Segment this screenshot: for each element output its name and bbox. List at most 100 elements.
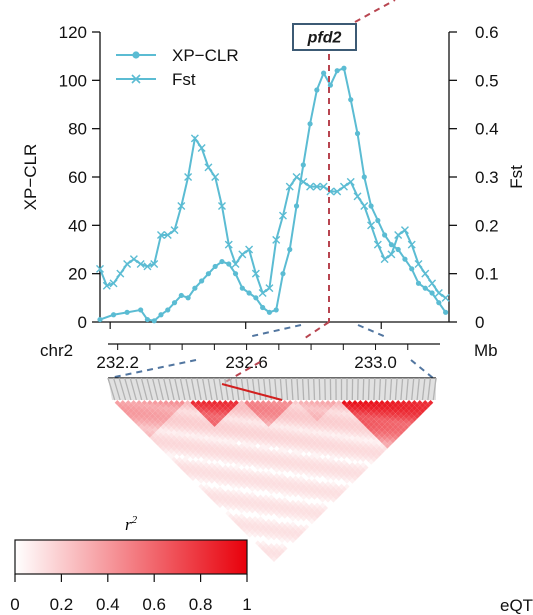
ld-cell <box>306 462 312 468</box>
ld-cell <box>238 497 245 503</box>
ld-cell <box>252 478 258 484</box>
fst-point <box>231 260 240 268</box>
ld-cell <box>203 489 210 495</box>
ld-cell <box>201 443 207 449</box>
ld-cell <box>306 489 312 495</box>
ld-cell <box>319 508 326 514</box>
ld-cell <box>260 508 266 514</box>
snp-map-band <box>108 378 436 400</box>
ld-cell <box>214 408 220 414</box>
ld-cell <box>206 410 212 417</box>
fst-point <box>387 250 396 259</box>
ld-cell <box>144 413 150 419</box>
ld-cell <box>184 443 191 449</box>
xpclr-point <box>97 316 103 323</box>
ld-cell <box>214 413 220 419</box>
ld-cell <box>279 543 285 549</box>
ld-cell <box>279 537 285 544</box>
ld-cell <box>301 516 307 522</box>
ld-cell <box>176 445 183 452</box>
ld-cell <box>211 437 218 444</box>
ld-cell <box>328 483 334 490</box>
ld-cell <box>187 445 193 452</box>
ld-cell <box>314 486 320 492</box>
ld-cell <box>198 429 204 436</box>
ld-cell <box>400 416 407 422</box>
fst-point <box>319 182 328 191</box>
ld-cell <box>333 467 339 473</box>
ld-cell <box>198 418 204 425</box>
ld-cell <box>217 470 223 476</box>
ld-cell <box>176 408 183 414</box>
r2-tick-label: 0.8 <box>189 595 213 614</box>
ld-cell <box>211 427 218 433</box>
ld-cell <box>368 410 374 417</box>
ld-cell <box>157 405 164 411</box>
ld-cell <box>139 418 145 425</box>
y-left-tick-label: 40 <box>68 216 87 235</box>
ld-cell <box>244 529 250 535</box>
ld-cell <box>265 470 272 476</box>
ld-cell <box>360 445 366 452</box>
ld-cell <box>228 470 234 476</box>
ld-cell <box>198 435 204 441</box>
ld-cell <box>201 454 207 460</box>
ld-cell <box>233 459 239 465</box>
ld-cell <box>225 424 231 430</box>
ld-cell <box>276 400 283 406</box>
ld-cell <box>346 416 353 422</box>
y-right-axis-title: Fst <box>507 165 526 189</box>
ld-cell <box>279 505 285 511</box>
xpclr-point <box>388 242 394 248</box>
ld-cell <box>214 424 220 430</box>
ld-cell <box>230 483 237 490</box>
ld-cell <box>225 499 231 506</box>
ld-cell <box>325 481 331 487</box>
ld-cell <box>400 400 407 406</box>
ld-cell <box>238 502 245 508</box>
ld-cell <box>387 424 393 430</box>
ld-cell <box>287 427 293 433</box>
ld-cell <box>236 467 242 473</box>
ld-cell <box>247 494 253 500</box>
ld-cell <box>247 445 253 452</box>
xpclr-point <box>158 312 164 318</box>
ld-cell <box>217 491 223 498</box>
ld-cell <box>206 491 212 498</box>
ld-cell <box>238 513 245 519</box>
ld-cell <box>368 405 374 411</box>
ld-cell <box>328 451 334 457</box>
ld-cell <box>301 445 307 452</box>
zoom-right-lower <box>410 359 434 379</box>
ld-cell <box>252 516 258 522</box>
ld-cell <box>314 448 320 454</box>
ld-cell <box>255 518 261 525</box>
ld-cell <box>330 497 337 503</box>
ld-cell <box>228 421 234 427</box>
ld-cell <box>268 494 274 500</box>
ld-cell <box>330 459 337 465</box>
ld-cell <box>247 532 253 538</box>
ld-cell <box>265 454 272 460</box>
x-tick-label: 232.2 <box>96 353 139 372</box>
ld-cell <box>201 427 207 433</box>
ld-cell <box>287 486 293 492</box>
ld-cell <box>355 429 361 436</box>
ld-cell <box>260 524 266 530</box>
ld-cell <box>336 475 342 481</box>
ld-cell <box>217 416 223 422</box>
ld-cell <box>336 459 342 465</box>
ld-cell <box>260 497 266 503</box>
ld-cell <box>247 526 253 533</box>
ld-cell <box>184 400 191 406</box>
ld-cell <box>279 429 285 436</box>
ld-cell <box>306 424 312 430</box>
ld-cell <box>265 545 272 552</box>
ld-cell <box>341 470 347 476</box>
ld-cell <box>244 454 250 460</box>
ld-cell <box>220 499 226 506</box>
ld-cell <box>247 408 253 414</box>
ld-cell <box>346 427 353 433</box>
ld-cell <box>184 427 191 433</box>
ld-cell <box>279 462 285 468</box>
